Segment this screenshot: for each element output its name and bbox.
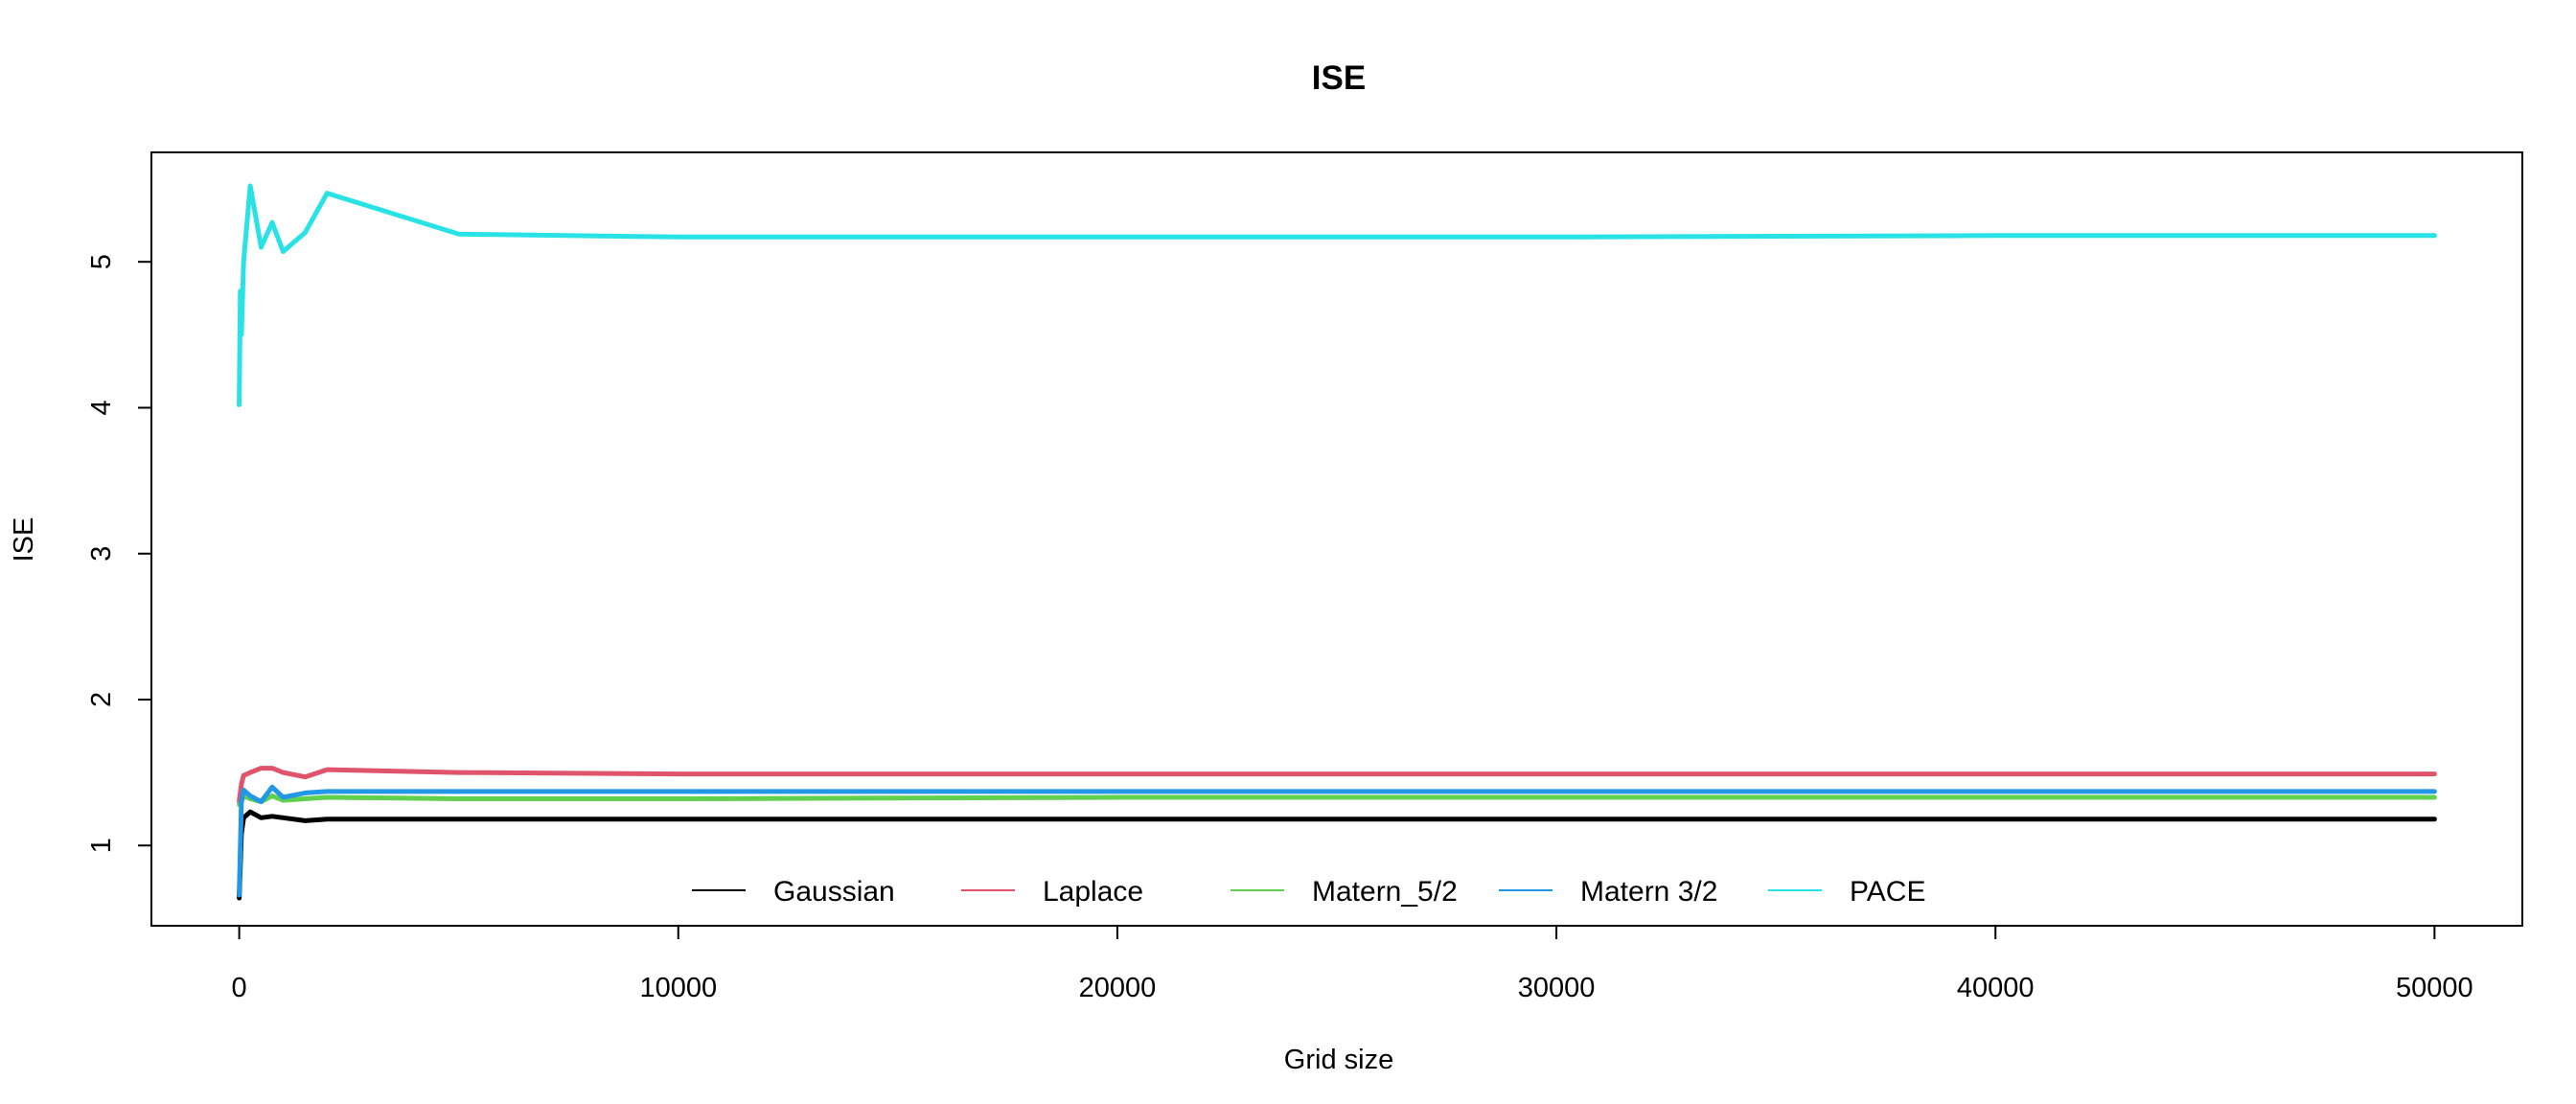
series-line-5: [237, 183, 2437, 407]
x-tick-label: 0: [232, 973, 247, 1003]
x-tick-label: 40000: [1957, 973, 2035, 1003]
chart-title: ISE: [1312, 59, 1366, 97]
legend-label-2: Laplace: [1043, 876, 1143, 908]
y-axis-label: ISE: [9, 518, 39, 563]
legend-label-5: PACE: [1850, 876, 1925, 908]
legend-label-4: Matern 3/2: [1580, 876, 1717, 908]
y-tick-label: 2: [86, 692, 117, 707]
x-tick-label: 10000: [639, 973, 717, 1003]
series-line-3: [237, 794, 2437, 808]
y-tick-label: 5: [86, 254, 117, 269]
plot-frame: [150, 151, 2523, 927]
legend-label-3: Matern_5/2: [1312, 876, 1458, 908]
series-line-4: [237, 784, 2437, 898]
legend-label-1: Gaussian: [773, 876, 895, 908]
x-tick-label: 20000: [1079, 973, 1157, 1003]
x-axis-label: Grid size: [1284, 1045, 1393, 1075]
x-tick-label: 30000: [1518, 973, 1596, 1003]
series-layer: [237, 183, 2437, 901]
x-axis: 0 10000 20000 30000 40000 50000: [232, 925, 2473, 1003]
series-line-2: [237, 766, 2437, 805]
y-tick-label: 4: [86, 400, 117, 415]
y-tick-label: 3: [86, 546, 117, 562]
x-tick-label: 50000: [2396, 973, 2473, 1003]
series-line-1: [237, 809, 2437, 901]
y-axis: 1 2 3 4 5: [86, 254, 152, 853]
legend: Gaussian Laplace Matern_5/2 Matern 3/2 PACE: [692, 876, 1925, 908]
y-tick-label: 1: [86, 838, 117, 853]
